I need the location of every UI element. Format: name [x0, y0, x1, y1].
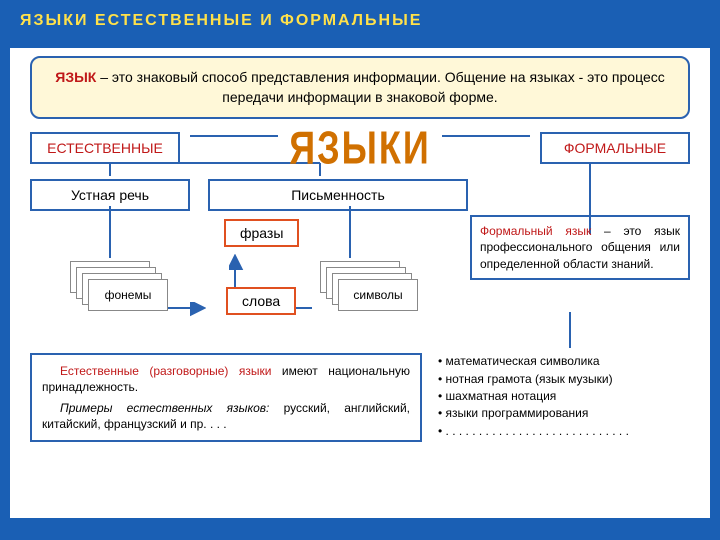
- definition-term: ЯЗЫК: [55, 69, 96, 85]
- phrases-box: фразы: [224, 219, 299, 247]
- formal-definition-box: Формальный язык – это язык профессиональ…: [470, 215, 690, 280]
- big-center-title: ЯЗЫКИ: [289, 121, 431, 176]
- natural-pill: ЕСТЕСТВЕННЫЕ: [30, 132, 180, 164]
- symbols-label-box: символы: [338, 279, 418, 311]
- writing-label: Письменность: [291, 187, 385, 203]
- formal-examples-list: математическая символика нотная грамота …: [438, 353, 690, 442]
- definition-text: – это знаковый способ представления инфо…: [96, 69, 664, 105]
- definition-box: ЯЗЫК – это знаковый способ представления…: [30, 56, 690, 119]
- phoneme-stack: фонемы: [70, 261, 156, 311]
- formal-pill: ФОРМАЛЬНЫЕ: [540, 132, 690, 164]
- list-item: языки программирования: [438, 405, 690, 422]
- words-box: слова: [226, 287, 296, 315]
- oral-label: Устная речь: [71, 187, 149, 203]
- symbol-stack: символы: [320, 261, 406, 311]
- footer-bar: [0, 518, 720, 540]
- phonemes-label-box: фонемы: [88, 279, 168, 311]
- content-area: ЯЗЫК – это знаковый способ представления…: [10, 48, 710, 530]
- list-item: . . . . . . . . . . . . . . . . . . . . …: [438, 423, 690, 440]
- big-text: ЯЗЫКИ: [289, 121, 431, 174]
- phrases-label: фразы: [240, 225, 283, 241]
- formal-label: ФОРМАЛЬНЫЕ: [564, 140, 666, 156]
- middle-diagram: фразы фонемы слова символы Формальный яз…: [30, 215, 690, 345]
- natural-description-box: Естественные (разговорные) языки имеют н…: [30, 353, 422, 442]
- formal-def-lead: Формальный язык: [480, 224, 591, 238]
- nat-p1: Естественные (разговорные) языки имеют н…: [42, 363, 410, 395]
- title-text: ЯЗЫКИ ЕСТЕСТВЕННЫЕ И ФОРМАЛЬНЫЕ: [20, 12, 422, 29]
- slide: ЯЗЫКИ ЕСТЕСТВЕННЫЕ И ФОРМАЛЬНЫЕ: [0, 0, 720, 540]
- category-row: ЕСТЕСТВЕННЫЕ ЯЗЫКИ ФОРМАЛЬНЫЕ: [30, 127, 690, 169]
- nat-p1-lead: Естественные (разговорные) языки: [60, 364, 271, 378]
- writing-pill: Письменность: [208, 179, 468, 211]
- list-item: шахматная нотация: [438, 388, 690, 405]
- phonemes-label: фонемы: [105, 288, 152, 302]
- list-item: математическая символика: [438, 353, 690, 370]
- page-title: ЯЗЫКИ ЕСТЕСТВЕННЫЕ И ФОРМАЛЬНЫЕ: [0, 0, 720, 48]
- natural-subrow: Устная речь Письменность: [30, 179, 690, 211]
- natural-label: ЕСТЕСТВЕННЫЕ: [47, 140, 163, 156]
- bottom-row: Естественные (разговорные) языки имеют н…: [30, 353, 690, 442]
- nat-p2: Примеры естественных языков: русский, ан…: [42, 400, 410, 432]
- words-label: слова: [242, 293, 280, 309]
- oral-pill: Устная речь: [30, 179, 190, 211]
- symbols-label: символы: [353, 288, 402, 302]
- list-item: нотная грамота (язык музыки): [438, 371, 690, 388]
- nat-p2-lead: Примеры естественных языков:: [60, 401, 269, 415]
